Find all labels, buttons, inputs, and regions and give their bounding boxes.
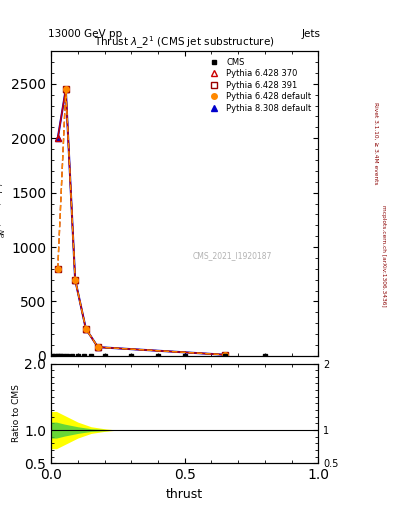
Line: CMS: CMS [50, 354, 267, 358]
CMS [50, 353, 55, 359]
CMS [129, 353, 134, 359]
Pythia 6.428 default [55, 266, 60, 272]
CMS [222, 353, 227, 359]
Text: Jets: Jets [302, 29, 321, 39]
Pythia 8.308 default [73, 276, 77, 283]
Pythia 6.428 391 [222, 352, 227, 358]
Pythia 6.428 391 [95, 344, 100, 350]
Legend: CMS, Pythia 6.428 370, Pythia 6.428 391, Pythia 6.428 default, Pythia 8.308 defa: CMS, Pythia 6.428 370, Pythia 6.428 391,… [202, 55, 314, 115]
Pythia 6.428 370 [63, 86, 68, 92]
Y-axis label: $\frac{1}{\mathrm{d}N}$ / $\mathrm{d}N$ / $\mathrm{d}p_T\,\mathrm{d}\lambda$: $\frac{1}{\mathrm{d}N}$ / $\mathrm{d}N$ … [0, 169, 8, 238]
CMS [182, 353, 187, 359]
Pythia 6.428 391 [73, 276, 77, 283]
Pythia 6.428 370 [55, 135, 60, 141]
Line: Pythia 8.308 default: Pythia 8.308 default [54, 86, 228, 358]
Pythia 6.428 391 [83, 326, 88, 332]
Pythia 6.428 391 [55, 266, 60, 272]
CMS [70, 353, 75, 359]
Text: mcplots.cern.ch [arXiv:1306.3436]: mcplots.cern.ch [arXiv:1306.3436] [381, 205, 386, 307]
CMS [263, 353, 267, 359]
CMS [65, 353, 70, 359]
Pythia 6.428 370 [95, 344, 100, 350]
Text: 13000 GeV pp: 13000 GeV pp [48, 29, 123, 39]
Pythia 6.428 391 [63, 86, 68, 92]
CMS [89, 353, 94, 359]
Pythia 8.308 default [222, 352, 227, 358]
Text: Rivet 3.1.10, ≥ 3.4M events: Rivet 3.1.10, ≥ 3.4M events [373, 102, 378, 185]
CMS [156, 353, 160, 359]
Pythia 6.428 default [73, 276, 77, 283]
Pythia 8.308 default [95, 344, 100, 350]
Pythia 8.308 default [55, 135, 60, 141]
Text: CMS_2021_I1920187: CMS_2021_I1920187 [193, 251, 272, 261]
CMS [102, 353, 107, 359]
Pythia 6.428 default [95, 344, 100, 350]
Pythia 6.428 370 [83, 326, 88, 332]
Pythia 8.308 default [83, 326, 88, 332]
Line: Pythia 6.428 default: Pythia 6.428 default [55, 87, 228, 357]
X-axis label: thrust: thrust [166, 488, 203, 501]
CMS [55, 353, 60, 359]
Pythia 6.428 370 [222, 352, 227, 358]
Y-axis label: Ratio to CMS: Ratio to CMS [13, 385, 22, 442]
Pythia 6.428 default [63, 86, 68, 92]
Line: Pythia 6.428 370: Pythia 6.428 370 [54, 86, 228, 358]
CMS [82, 353, 87, 359]
Pythia 6.428 default [83, 326, 88, 332]
Title: Thrust $\lambda\_2^1$ (CMS jet substructure): Thrust $\lambda\_2^1$ (CMS jet substruct… [94, 35, 275, 51]
Pythia 6.428 370 [73, 276, 77, 283]
Pythia 8.308 default [63, 86, 68, 92]
CMS [58, 353, 63, 359]
CMS [61, 353, 66, 359]
Pythia 6.428 default [222, 352, 227, 358]
CMS [75, 353, 80, 359]
Line: Pythia 6.428 391: Pythia 6.428 391 [54, 86, 228, 358]
CMS [53, 353, 57, 359]
